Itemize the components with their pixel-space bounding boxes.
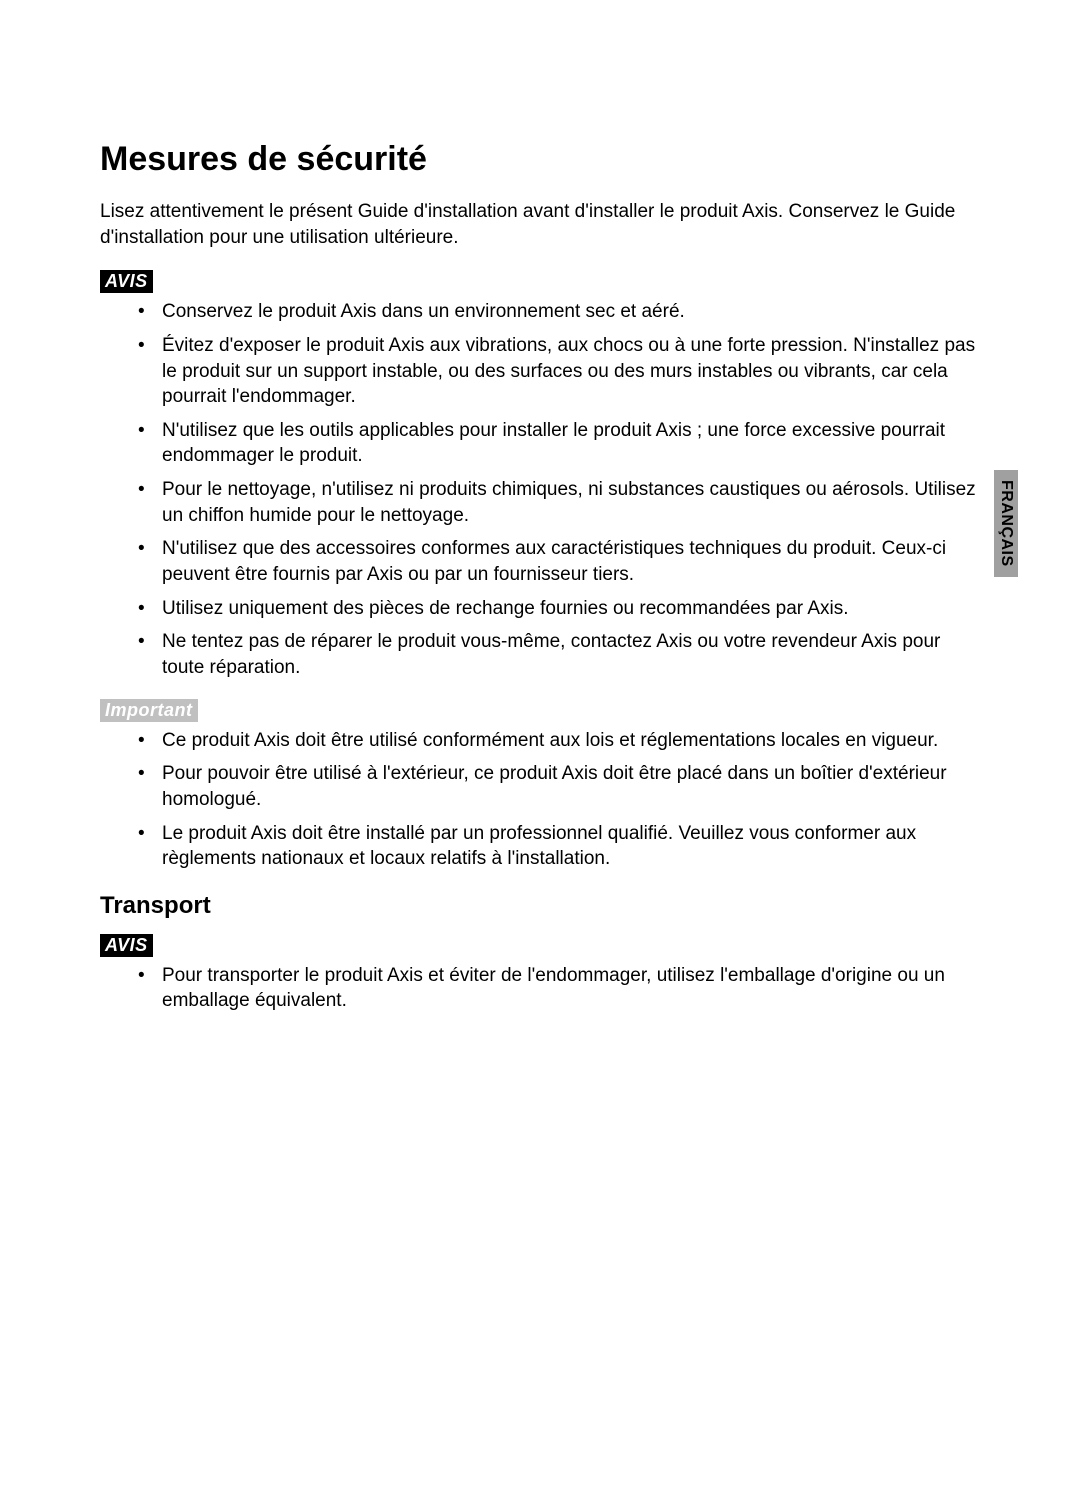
page-title: Mesures de sécurité: [100, 140, 980, 179]
list-item: Évitez d'exposer le produit Axis aux vib…: [162, 333, 980, 410]
list-item: Ce produit Axis doit être utilisé confor…: [162, 728, 980, 754]
list-item: Pour pouvoir être utilisé à l'extérieur,…: [162, 761, 980, 812]
list-item: Ne tentez pas de réparer le produit vous…: [162, 629, 980, 680]
list-item: Le produit Axis doit être installé par u…: [162, 821, 980, 872]
transport-avis-list: Pour transporter le produit Axis et évit…: [100, 963, 980, 1014]
avis-badge-transport: AVIS: [100, 934, 153, 957]
language-side-tab: FRANÇAIS: [994, 470, 1018, 577]
avis-list: Conservez le produit Axis dans un enviro…: [100, 299, 980, 680]
list-item: Pour le nettoyage, n'utilisez ni produit…: [162, 477, 980, 528]
transport-heading: Transport: [100, 892, 980, 920]
intro-paragraph: Lisez attentivement le présent Guide d'i…: [100, 199, 980, 250]
list-item: N'utilisez que des accessoires conformes…: [162, 536, 980, 587]
list-item: Pour transporter le produit Axis et évit…: [162, 963, 980, 1014]
list-item: Conservez le produit Axis dans un enviro…: [162, 299, 980, 325]
list-item: Utilisez uniquement des pièces de rechan…: [162, 596, 980, 622]
important-badge: Important: [100, 699, 198, 722]
list-item: N'utilisez que les outils applicables po…: [162, 418, 980, 469]
important-list: Ce produit Axis doit être utilisé confor…: [100, 728, 980, 872]
avis-badge: AVIS: [100, 270, 153, 293]
document-page: Mesures de sécurité Lisez attentivement …: [0, 0, 1080, 1092]
